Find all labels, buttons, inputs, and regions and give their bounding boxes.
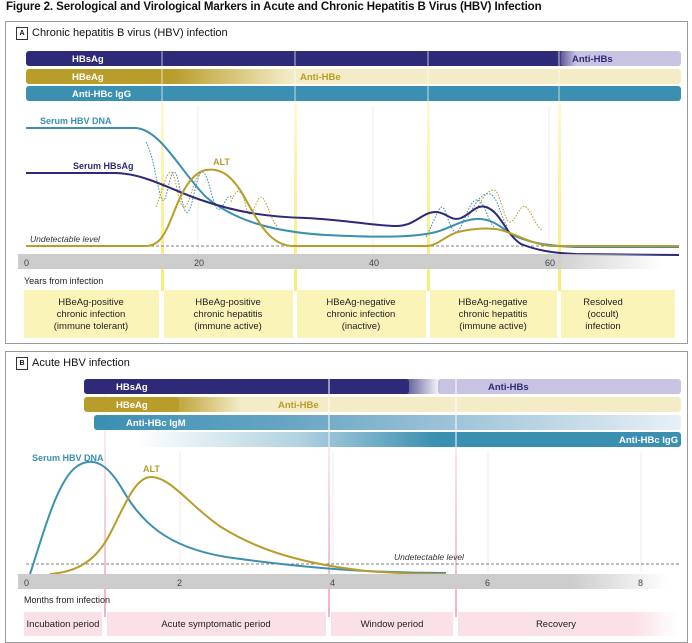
panel-b-letter: B [16, 357, 28, 370]
hbeag-label: HBeAg [72, 72, 104, 83]
axis-title-b: Months from infection [24, 595, 110, 605]
anti-hbe-bar-b [181, 397, 681, 412]
tick-b-2: 2 [177, 578, 182, 588]
phase-resolved-line1: Resolved [583, 297, 623, 308]
phase-inactive-line2: chronic infection [327, 309, 396, 320]
panel-chronic-hbv: A Chronic hepatitis B virus (HBV) infecti… [5, 21, 688, 344]
anti-hbc-igg-label-a: Anti-HBc IgG [72, 89, 131, 100]
anti-hbc-igg-bar-b [136, 432, 681, 447]
phase-immune-tolerant-line3: (immune tolerant) [54, 321, 128, 332]
panel-b-diagram: HBsAg Anti-HBs HBeAg Anti-HBe Anti-HBc I… [18, 377, 681, 636]
time-axis-b [18, 574, 668, 589]
hbeag-label-b: HBeAg [116, 400, 148, 411]
tick-b-6: 6 [485, 578, 490, 588]
panel-b-title: Acute HBV infection [32, 357, 130, 369]
undetectable-label-b: Undetectable level [394, 552, 465, 562]
alt-curve-label-a: ALT [213, 157, 230, 167]
panel-a-letter: A [16, 27, 28, 40]
anti-hbe-label: Anti-HBe [300, 72, 341, 83]
phase-immune-active-neg-line2: chronic hepatitis [459, 309, 528, 320]
anti-hbc-igm-bar [94, 415, 681, 430]
phase-immune-active-neg-line3: (immune active) [459, 321, 527, 332]
tick-a-0: 0 [24, 258, 29, 268]
panel-a-heading: A Chronic hepatitis B virus (HBV) infecti… [16, 27, 228, 40]
hbeag-bar-b [84, 397, 179, 412]
panel-a-diagram: HBsAg Anti-HBs HBeAg Anti-HBe Anti-HBc I… [18, 47, 681, 338]
phase-inactive-line1: HBeAg-negative [326, 297, 395, 308]
phase-window: Window period [361, 619, 424, 630]
anti-hbs-bar-b [438, 379, 681, 394]
serum-hbv-dna-curve-a [26, 127, 679, 248]
tick-a-20: 20 [194, 258, 204, 268]
hbsag-curve-label-a: Serum HBsAg [73, 161, 134, 171]
phase-immune-active-neg-line1: HBeAg-negative [458, 297, 527, 308]
anti-hbc-igg-bar-a [26, 86, 681, 101]
undetectable-label-a: Undetectable level [30, 234, 101, 244]
figure-title: Figure 2. Serological and Virological Ma… [6, 1, 542, 13]
fluctuation-dots-a [145, 141, 543, 238]
alt-curve-label-b: ALT [143, 464, 160, 474]
tick-b-8: 8 [638, 578, 643, 588]
alt-curve-a [26, 168, 679, 247]
phase-dividers-a [161, 47, 561, 291]
grid-b [179, 452, 642, 572]
anti-hbe-label-b: Anti-HBe [278, 400, 319, 411]
grid-a [197, 106, 550, 254]
phase-labels-b: Incubation period Acute symptomatic peri… [27, 619, 577, 630]
phase-resolved-line3: infection [585, 321, 620, 332]
panel-a-title: Chronic hepatitis B virus (HBV) infectio… [32, 27, 228, 39]
hbeag-bar [26, 69, 291, 84]
phase-boxes-a [24, 290, 675, 338]
phase-boxes-b [24, 612, 678, 636]
anti-hbc-igg-label-b: Anti-HBc IgG [619, 435, 678, 446]
phase-labels-a: HBeAg-positive chronic infection (immune… [54, 297, 623, 332]
phase-incubation: Incubation period [27, 619, 100, 630]
alt-curve-b [49, 475, 447, 575]
axis-ticks-a: 0 20 40 60 [24, 258, 555, 268]
tick-b-4: 4 [330, 578, 335, 588]
hbsag-label-b: HBsAg [116, 382, 148, 393]
dna-curve-label-b: Serum HBV DNA [32, 453, 104, 463]
phase-acute-symptomatic: Acute symptomatic period [161, 619, 270, 630]
hbsag-label: HBsAg [72, 54, 104, 65]
phase-immune-active-pos-line2: chronic hepatitis [194, 309, 263, 320]
panel-b-heading: B Acute HBV infection [16, 357, 130, 370]
phase-inactive-line3: (inactive) [342, 321, 381, 332]
serum-hbsag-curve-a [26, 172, 680, 256]
phase-immune-tolerant-line1: HBeAg-positive [58, 297, 123, 308]
dna-curve-label-a: Serum HBV DNA [40, 116, 112, 126]
hbsag-bar-b [84, 379, 409, 394]
phase-resolved-line2: (occult) [587, 309, 618, 320]
phase-immune-active-pos-line1: HBeAg-positive [195, 297, 260, 308]
marker-bars-b: HBsAg Anti-HBs HBeAg Anti-HBe Anti-HBc I… [84, 379, 681, 447]
axis-ticks-b: 0 2 4 6 8 [24, 578, 643, 588]
anti-hbs-bar [561, 51, 681, 66]
anti-hbs-label-b: Anti-HBs [488, 382, 529, 393]
anti-hbc-igm-label: Anti-HBc IgM [126, 418, 186, 429]
phase-immune-active-pos-line3: (immune active) [194, 321, 262, 332]
time-axis-a [18, 254, 663, 269]
anti-hbs-label: Anti-HBs [572, 54, 613, 65]
phase-immune-tolerant-line2: chronic infection [57, 309, 126, 320]
axis-title-a: Years from infection [24, 276, 103, 286]
tick-a-60: 60 [545, 258, 555, 268]
tick-a-40: 40 [369, 258, 379, 268]
phase-dividers-b [104, 377, 457, 617]
marker-bars-a: HBsAg Anti-HBs HBeAg Anti-HBe Anti-HBc I… [26, 51, 681, 101]
hbsag-bar [26, 51, 545, 66]
tick-b-0: 0 [24, 578, 29, 588]
phase-recovery: Recovery [536, 619, 576, 630]
panel-acute-hbv: B Acute HBV infection [5, 351, 688, 643]
